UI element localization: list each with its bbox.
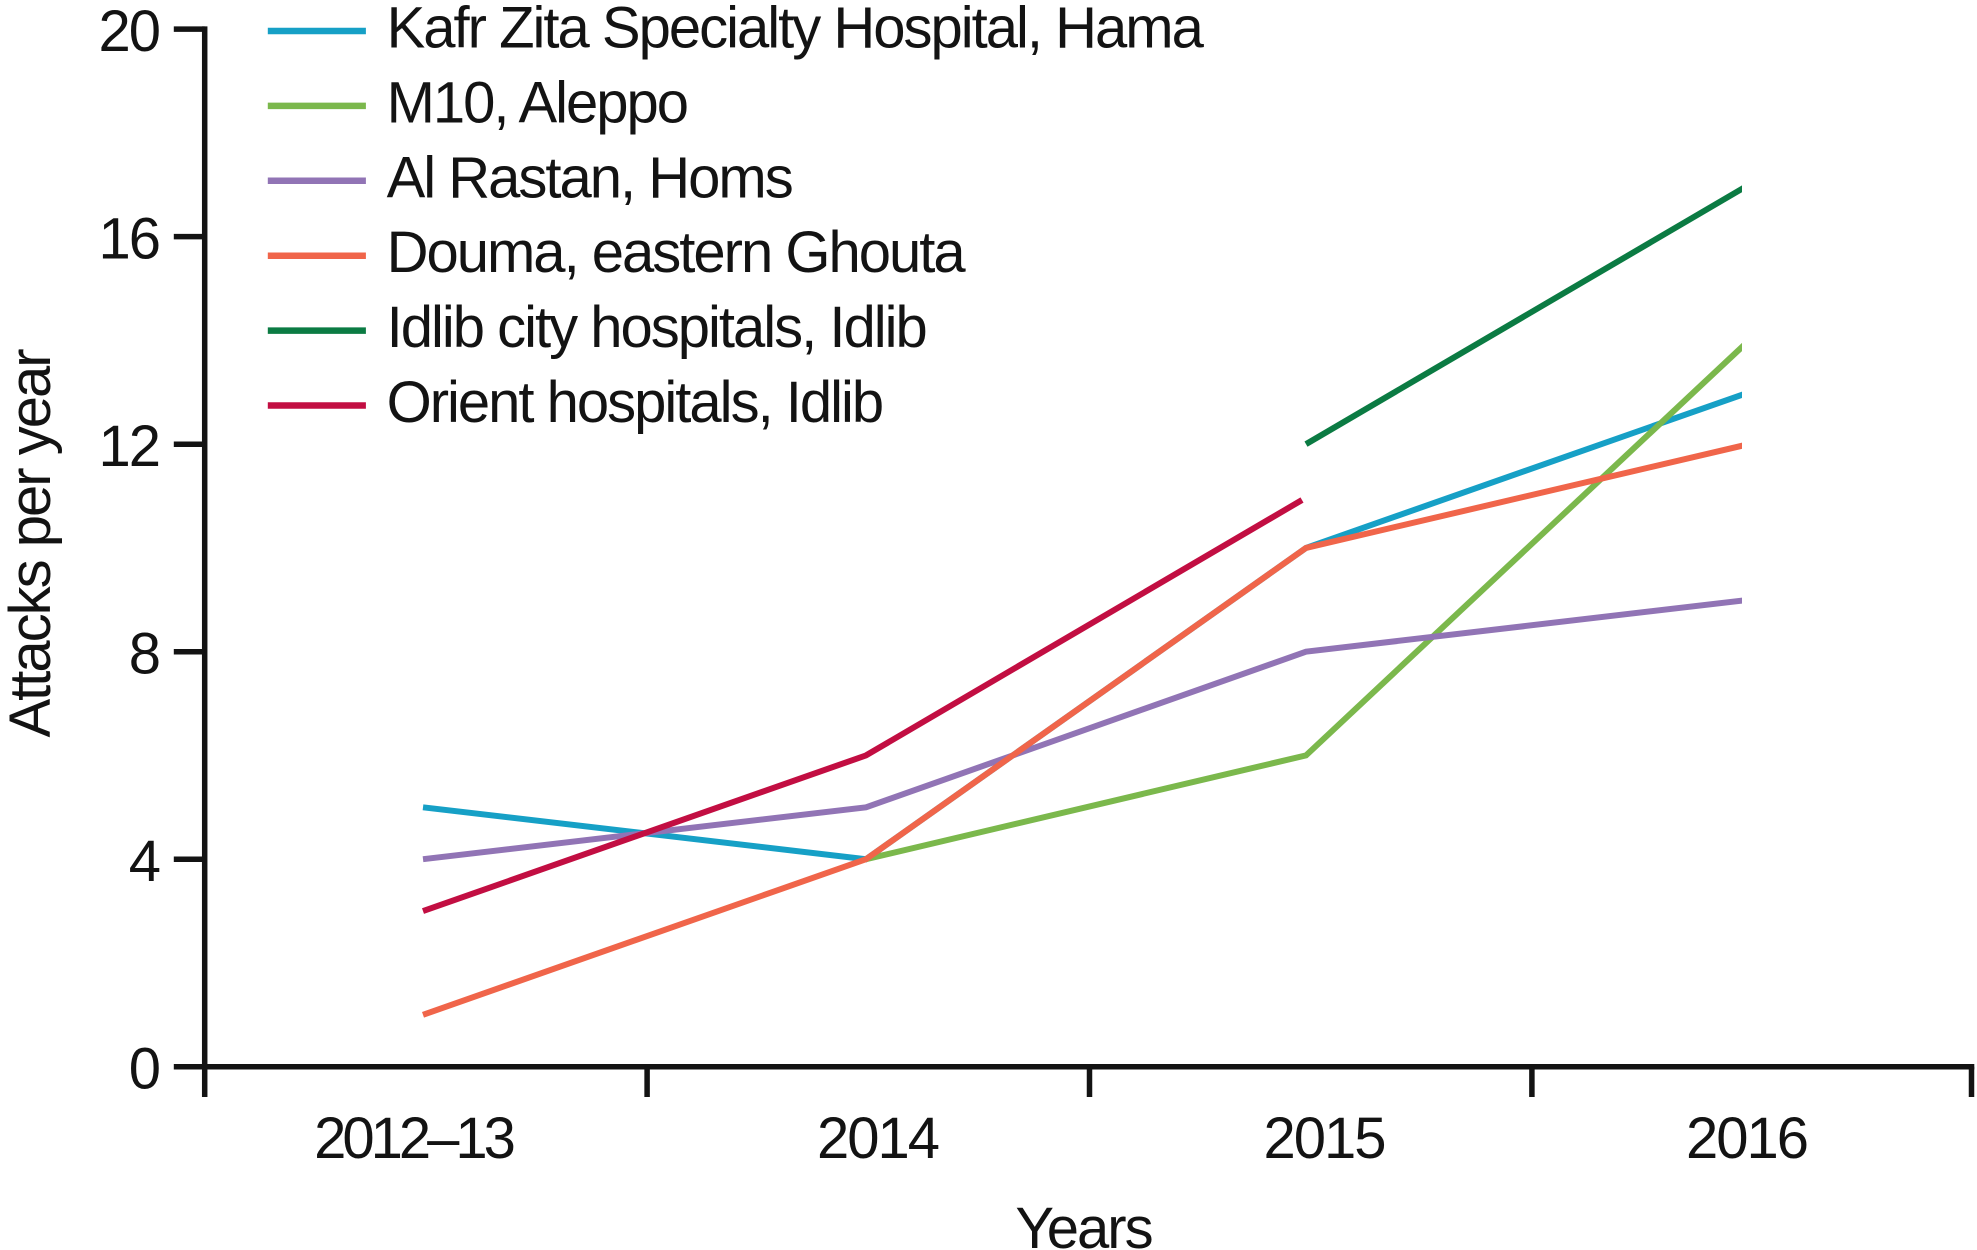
- svg-text:20: 20: [98, 0, 159, 64]
- svg-text:4: 4: [129, 829, 160, 894]
- svg-text:Orient hospitals, Idlib: Orient hospitals, Idlib: [387, 370, 883, 435]
- svg-text:2012–13: 2012–13: [314, 1106, 514, 1171]
- svg-text:Douma, eastern Ghouta: Douma, eastern Ghouta: [387, 220, 967, 285]
- svg-text:2016: 2016: [1686, 1106, 1807, 1171]
- svg-text:0: 0: [129, 1036, 159, 1101]
- svg-text:M10, Aleppo: M10, Aleppo: [387, 70, 687, 135]
- svg-text:Years: Years: [1015, 1196, 1151, 1250]
- svg-text:12: 12: [98, 414, 159, 479]
- svg-text:Idlib city hospitals, Idlib: Idlib city hospitals, Idlib: [387, 295, 926, 360]
- svg-text:Kafr Zita Specialty Hospital,: Kafr Zita Specialty Hospital, Hama: [387, 0, 1205, 61]
- svg-text:2014: 2014: [817, 1106, 939, 1171]
- svg-text:Attacks per year: Attacks per year: [0, 349, 63, 738]
- svg-text:Al Rastan, Homs: Al Rastan, Homs: [387, 145, 792, 210]
- svg-text:2015: 2015: [1263, 1106, 1384, 1171]
- svg-text:16: 16: [98, 206, 159, 271]
- svg-text:8: 8: [129, 621, 159, 686]
